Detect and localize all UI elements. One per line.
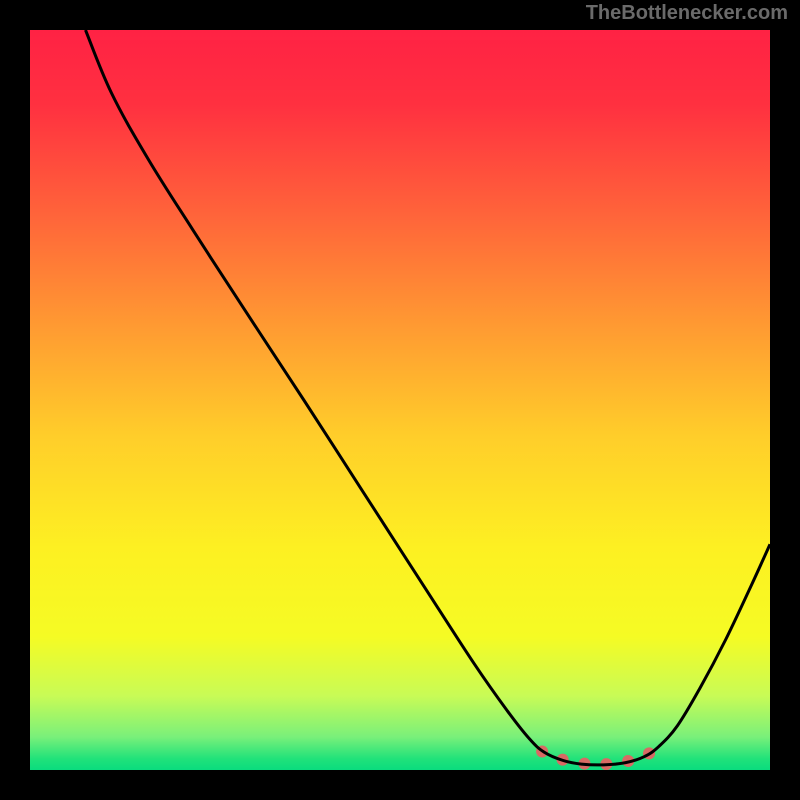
curve-svg xyxy=(30,30,770,770)
chart-container: TheBottlenecker.com xyxy=(0,0,800,800)
bottleneck-curve xyxy=(86,30,771,765)
highlight-dots xyxy=(542,749,655,764)
plot-area xyxy=(30,30,770,770)
attribution-text: TheBottlenecker.com xyxy=(586,2,788,25)
